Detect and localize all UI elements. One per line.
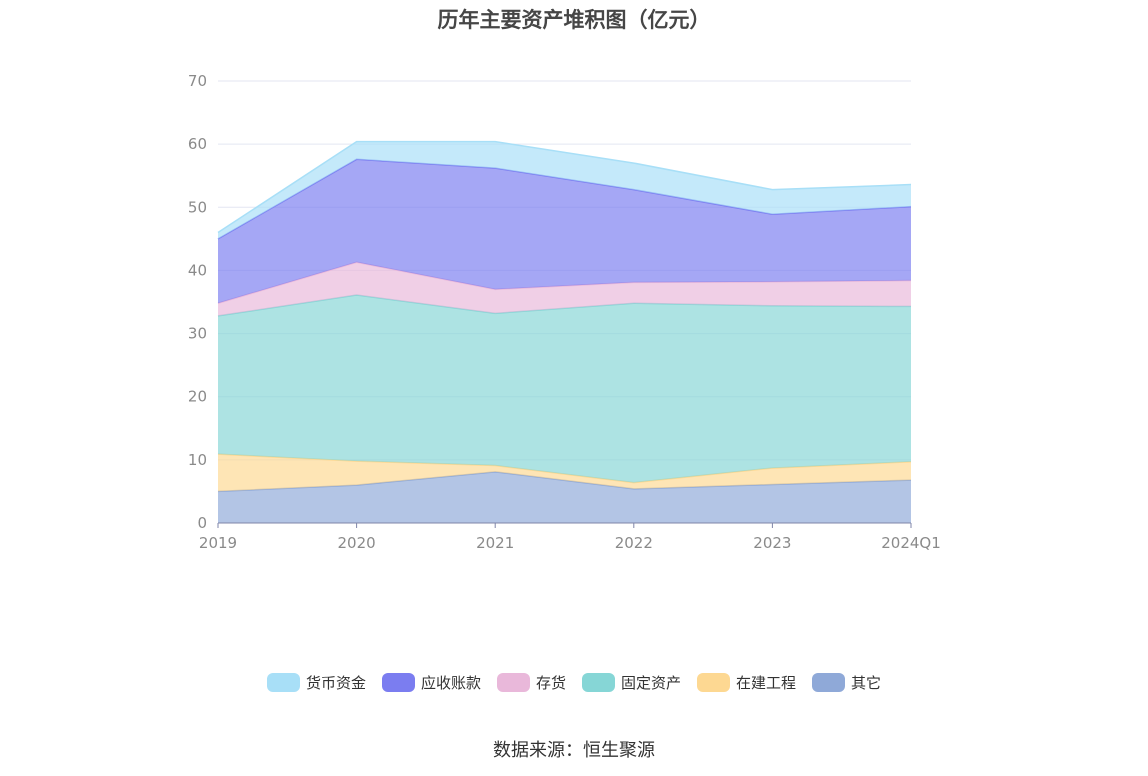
axes: 0 10 20 30 40 50 60 70 2019 2020 2021 2022 2023 2024Q… — [188, 72, 941, 552]
legend-item[interactable]: 应收账款 — [381, 672, 481, 693]
y-tick-label: 70 — [188, 72, 207, 90]
y-tick-label: 0 — [197, 514, 207, 532]
legend: 货币资金 应收账款 存货 固定资产 在建工程 其它 — [0, 672, 1148, 693]
area-series — [217, 140, 912, 523]
legend-swatch — [496, 673, 530, 692]
x-tick-label: 2024Q1 — [881, 534, 941, 552]
legend-swatch — [812, 673, 846, 692]
y-tick-label: 60 — [188, 135, 207, 153]
area-存货 — [218, 262, 911, 316]
y-tick-label: 10 — [188, 451, 207, 469]
x-tick-label: 2019 — [199, 534, 237, 552]
legend-item[interactable]: 在建工程 — [697, 672, 796, 693]
area-其它 — [218, 471, 911, 523]
x-tick-label: 2020 — [338, 534, 376, 552]
legend-item[interactable]: 货币资金 — [266, 672, 366, 693]
area-固定资产 — [218, 295, 911, 483]
x-tick-label: 2021 — [476, 534, 514, 552]
area-应收账款 — [218, 159, 911, 304]
y-tick-label: 30 — [188, 325, 207, 343]
y-tick-label: 20 — [188, 388, 207, 406]
legend-item[interactable]: 固定资产 — [582, 672, 681, 693]
area-在建工程 — [218, 454, 911, 492]
legend-swatch — [381, 673, 415, 692]
legend-label: 其它 — [851, 674, 882, 692]
x-tick-label: 2022 — [615, 534, 653, 552]
legend-item[interactable]: 其它 — [812, 672, 881, 693]
x-tick-label: 2023 — [753, 534, 791, 552]
legend-swatch — [582, 673, 615, 692]
y-tick-label: 40 — [188, 261, 207, 279]
legend-label: 在建工程 — [736, 674, 797, 692]
legend-label: 货币资金 — [305, 674, 366, 692]
legend-label: 应收账款 — [420, 674, 481, 692]
chart-title: 历年主要资产堆积图（亿元） — [437, 8, 711, 32]
legend-swatch — [697, 673, 731, 692]
line-货币资金 — [217, 140, 912, 234]
legend-label: 固定资产 — [621, 674, 682, 692]
source-note: 数据来源：恒生聚源 — [493, 740, 655, 761]
y-tick-label: 50 — [188, 198, 207, 216]
legend-item[interactable]: 存货 — [496, 672, 566, 693]
legend-label: 存货 — [535, 674, 566, 692]
legend-swatch — [266, 673, 300, 692]
